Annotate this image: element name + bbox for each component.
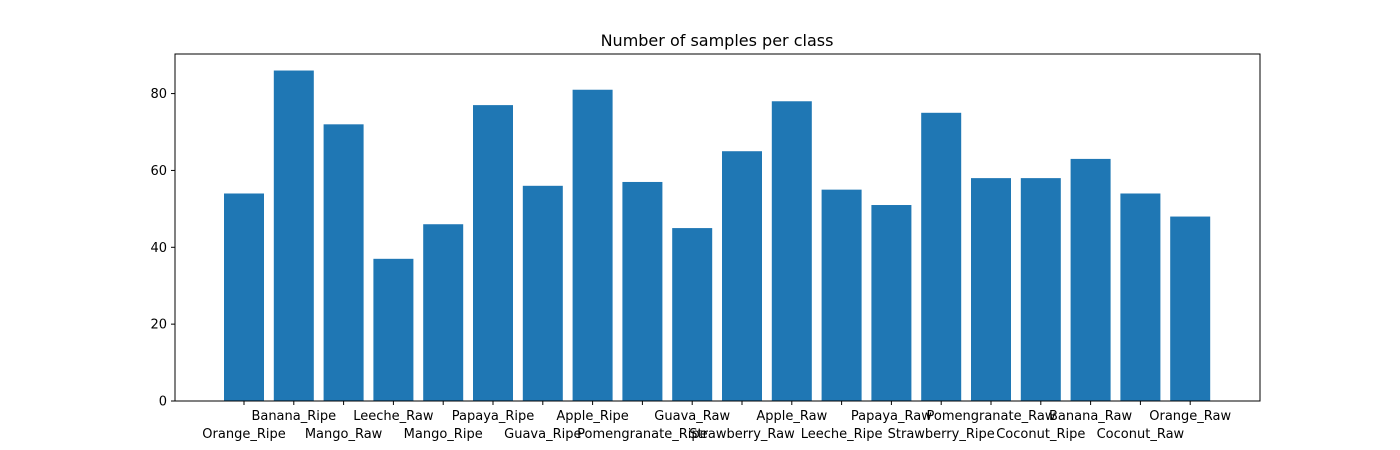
bar-guava-raw bbox=[672, 228, 713, 401]
y-tick-label: 20 bbox=[150, 318, 167, 333]
x-tick-label: Coconut_Raw bbox=[1097, 427, 1185, 442]
bar-orange-ripe bbox=[224, 193, 264, 401]
x-tick-label: Pomengranate_Raw bbox=[927, 409, 1056, 424]
bar-coconut-raw bbox=[1120, 193, 1161, 401]
x-tick-label: Banana_Ripe bbox=[251, 409, 336, 424]
x-tick-label: Papaya_Ripe bbox=[452, 409, 535, 424]
bar-papaya-ripe bbox=[473, 105, 513, 402]
x-tick-label: Pomengranate_Ripe bbox=[577, 427, 708, 442]
x-tick-label: Papaya_Raw bbox=[851, 409, 932, 424]
bar-apple-ripe bbox=[572, 89, 613, 401]
bar-leeche-raw bbox=[373, 258, 414, 401]
bar-pomengranate-ripe bbox=[622, 181, 663, 401]
x-tick-label: Leeche_Ripe bbox=[801, 427, 883, 442]
x-tick-label: Orange_Raw bbox=[1149, 409, 1231, 424]
x-tick-label: Leeche_Raw bbox=[353, 409, 434, 424]
x-tick-label: Mango_Ripe bbox=[404, 427, 483, 442]
x-tick-label: Strawberry_Raw bbox=[689, 427, 795, 442]
bar-leeche-ripe bbox=[821, 189, 862, 401]
y-tick-label: 60 bbox=[150, 164, 167, 179]
x-tick-label: Apple_Raw bbox=[756, 409, 827, 424]
x-tick-label: Guava_Raw bbox=[654, 409, 730, 424]
x-axis: Orange_Ripe Banana_Ripe Mango_Raw Leeche_Ra… bbox=[202, 401, 1232, 442]
bar-strawberry-raw bbox=[722, 151, 762, 401]
bar-orange-raw bbox=[1170, 216, 1211, 401]
x-tick-label: Mango_Raw bbox=[305, 427, 383, 442]
x-tick-label: Orange_Ripe bbox=[202, 427, 285, 442]
bar-apple-raw bbox=[771, 101, 812, 401]
bar-mango-raw bbox=[323, 124, 364, 401]
bar-coconut-ripe bbox=[1020, 178, 1061, 401]
chart-title: Number of samples per class bbox=[601, 31, 834, 50]
y-tick-label: 0 bbox=[159, 395, 167, 410]
x-tick-label: Coconut_Ripe bbox=[996, 427, 1085, 442]
plot-frame bbox=[174, 53, 1261, 402]
bar-mango-ripe bbox=[423, 224, 464, 401]
y-tick-label: 40 bbox=[150, 241, 167, 256]
bars-group bbox=[224, 70, 1211, 402]
bar-pomengranate-raw bbox=[971, 178, 1011, 401]
x-tick-label: Banana_Raw bbox=[1049, 409, 1133, 424]
x-tick-label: Apple_Ripe bbox=[556, 409, 628, 424]
bar-papaya-raw bbox=[871, 205, 912, 401]
y-axis: 0 20 40 60 80 bbox=[150, 87, 175, 410]
bar-banana-ripe bbox=[273, 70, 314, 402]
y-tick-label: 80 bbox=[150, 87, 167, 102]
bar-guava-ripe bbox=[522, 185, 563, 401]
bar-strawberry-ripe bbox=[921, 112, 962, 402]
x-tick-label: Guava_Ripe bbox=[504, 427, 581, 442]
x-tick-label: Strawberry_Ripe bbox=[888, 427, 995, 442]
bar-banana-raw bbox=[1070, 158, 1111, 401]
